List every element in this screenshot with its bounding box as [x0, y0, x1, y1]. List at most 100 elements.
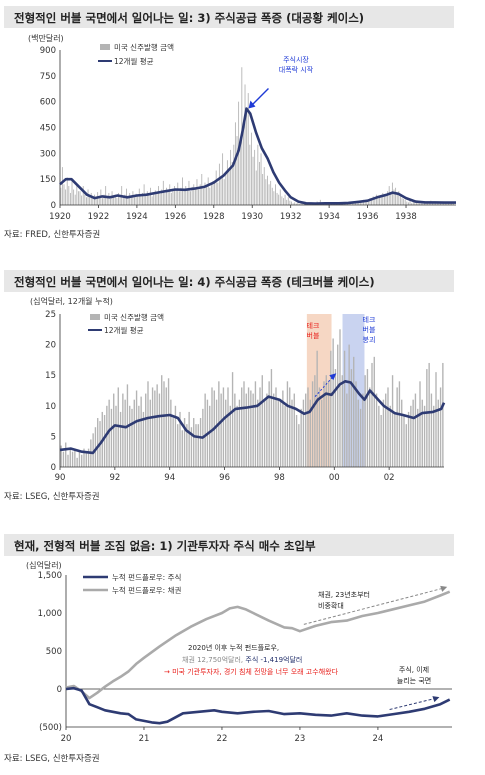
- bar: [74, 194, 76, 205]
- bar: [108, 192, 110, 205]
- bar: [359, 408, 362, 467]
- bar: [137, 194, 139, 205]
- equity-annotation-line2: 늘리는 국면: [397, 676, 431, 685]
- bar: [74, 448, 76, 467]
- bar: [388, 186, 390, 205]
- bar: [419, 381, 421, 467]
- bar: [302, 399, 305, 467]
- bar: [102, 198, 103, 205]
- bar: [140, 196, 142, 205]
- bar: [162, 180, 164, 205]
- bar: [119, 197, 121, 205]
- bar: [124, 399, 126, 467]
- bond-annotation-line1: 채권, 23년초부터: [318, 590, 370, 599]
- bar: [177, 424, 179, 467]
- bar: [231, 161, 233, 205]
- bar: [63, 184, 65, 205]
- bar: [116, 198, 118, 205]
- bar: [420, 202, 422, 205]
- x-tick-label: 20: [61, 734, 72, 744]
- bar: [341, 375, 343, 467]
- panel-3: 현재, 전형적 버블 조짐 없음: 1) 기관투자자 주식 매수 초입부 (십억…: [4, 534, 454, 764]
- bubble-label-line2: 버블: [307, 331, 320, 340]
- bar: [348, 344, 350, 467]
- y-tick-label: 10: [45, 402, 56, 412]
- bar: [106, 197, 108, 205]
- y-tick-label: 1,000: [38, 609, 62, 619]
- bar: [215, 170, 217, 205]
- x-tick-label: 24: [373, 734, 384, 744]
- bar: [439, 387, 442, 467]
- x-tick-label: 90: [55, 473, 66, 483]
- bar: [170, 192, 172, 205]
- bar: [423, 405, 426, 467]
- bar: [300, 203, 302, 205]
- bar: [286, 199, 288, 205]
- bar: [191, 186, 193, 205]
- bar: [154, 390, 156, 467]
- bar: [385, 194, 387, 205]
- legend-label-bond: 누적 펀드플로우: 채권: [112, 585, 181, 595]
- bar: [254, 149, 256, 205]
- bar: [332, 338, 334, 467]
- bar: [215, 399, 218, 467]
- bar: [442, 362, 444, 467]
- x-tick-label: 02: [384, 473, 395, 483]
- bar: [357, 399, 359, 467]
- bar: [405, 424, 407, 467]
- bar: [441, 203, 443, 205]
- bar: [380, 197, 382, 205]
- bar: [180, 187, 182, 205]
- bar: [108, 399, 110, 467]
- bar: [149, 399, 151, 467]
- bar: [371, 362, 373, 467]
- bar: [118, 192, 119, 205]
- bar: [255, 170, 257, 205]
- crash-annotation-line2: 대폭락 시작: [279, 65, 314, 74]
- bar: [297, 202, 299, 205]
- bar: [325, 375, 327, 467]
- panel-3-title-bar: [4, 534, 454, 556]
- x-tick-label: 1926: [165, 212, 187, 222]
- bar: [412, 201, 414, 205]
- bar: [164, 192, 166, 205]
- bar: [343, 350, 346, 467]
- y-tick-label: 0: [51, 463, 56, 473]
- bar: [79, 191, 81, 205]
- bar: [284, 405, 286, 467]
- trend-arrow-shaft: [314, 374, 335, 397]
- bar: [448, 202, 449, 205]
- bar: [170, 399, 172, 467]
- bar: [385, 393, 387, 467]
- bar: [414, 202, 416, 205]
- bar: [158, 393, 161, 467]
- bar: [371, 199, 373, 205]
- bar: [293, 393, 295, 467]
- bar: [271, 187, 273, 205]
- bar: [87, 448, 90, 467]
- bar: [130, 195, 132, 205]
- bar: [153, 192, 155, 205]
- bar: [163, 381, 165, 467]
- bar: [396, 387, 398, 467]
- bar: [172, 188, 174, 205]
- x-tick-label: 21: [139, 734, 150, 744]
- bar: [225, 174, 227, 205]
- bar: [391, 375, 394, 467]
- chart-2-legend: 미국 신주발행 금액 12개월 평균: [88, 312, 164, 335]
- bar: [146, 191, 148, 205]
- bar: [147, 381, 149, 467]
- bar: [407, 202, 409, 205]
- y-tick-label: 300: [40, 149, 56, 159]
- bar: [131, 408, 133, 467]
- bond-annotation: 채권, 23년초부터 비중확대: [318, 590, 370, 610]
- equity-trend-arrow-shaft: [389, 697, 437, 711]
- legend-label-avg: 12개월 평균: [104, 325, 144, 335]
- panel-2-title-bar: [4, 270, 454, 292]
- bar: [334, 369, 337, 467]
- bar: [278, 194, 280, 205]
- x-tick-label: 92: [109, 473, 120, 483]
- flow-annotation: 2020년 이후 누적 펀드플로우, 채권 12,750억달러, 주식 -1,4…: [164, 643, 339, 676]
- bar: [85, 451, 87, 467]
